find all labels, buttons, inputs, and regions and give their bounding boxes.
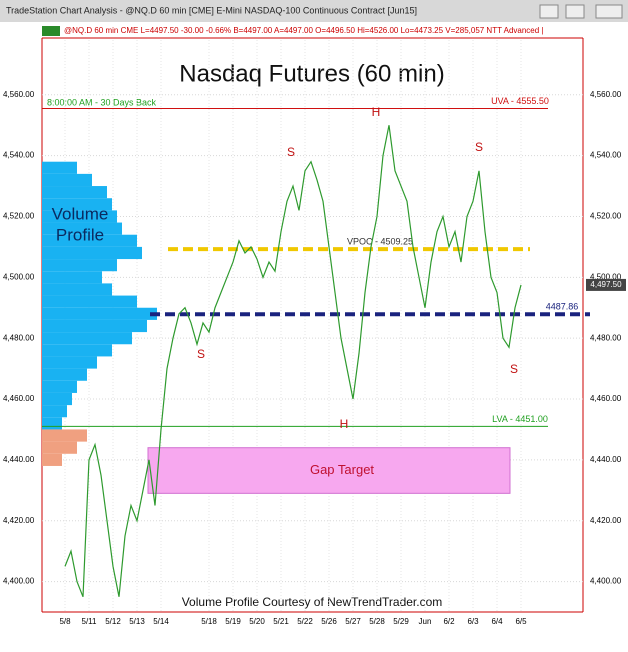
y-tick-label: 4,420.00 [590, 516, 622, 525]
profile-bar [42, 198, 112, 211]
x-tick-label: 5/21 [273, 617, 289, 626]
annotation: H [340, 417, 349, 431]
profile-bar [42, 246, 142, 260]
price-line [64, 125, 522, 598]
y-tick-label: 4,540.00 [590, 151, 622, 160]
profile-bar [42, 259, 117, 272]
profile-bar [42, 161, 77, 174]
x-tick-label: 5/27 [345, 617, 361, 626]
x-tick-label: 6/2 [443, 617, 455, 626]
gap-target [147, 447, 511, 494]
y-tick-label: 4,500.00 [590, 272, 622, 281]
x-tick-label: Jun [419, 617, 432, 626]
chart-title: Nasdaq Futures (60 min) [179, 60, 444, 87]
x-tick-label: 5/13 [129, 617, 145, 626]
profile-bar [42, 332, 132, 345]
y-tick-label: 4,420.00 [3, 516, 35, 525]
annotation: S [197, 347, 205, 361]
profile-bar [42, 429, 87, 442]
badge [42, 26, 60, 36]
x-tick-label: 5/29 [393, 617, 409, 626]
profile-bar [42, 344, 112, 357]
y-tick-label: 4,520.00 [3, 212, 35, 221]
x-tick-label: 6/4 [491, 617, 503, 626]
x-tick-label: 6/5 [515, 617, 527, 626]
x-tick-label: 5/26 [321, 617, 337, 626]
profile-bar [42, 186, 107, 199]
y-tick-label: 4,400.00 [590, 577, 622, 586]
gap-target-label: Gap Target [310, 462, 374, 477]
window-title: TradeStation Chart Analysis - @NQ.D 60 m… [6, 5, 417, 15]
profile-bar [42, 210, 117, 223]
last-price-box [586, 278, 626, 291]
x-tick-label: 5/20 [249, 617, 265, 626]
x-tick-label: 5/8 [59, 617, 71, 626]
annotation: S [287, 145, 295, 159]
y-tick-label: 4,480.00 [3, 333, 35, 342]
profile-bar [42, 283, 112, 296]
y-tick-label: 4,520.00 [590, 212, 622, 221]
x-tick-label: 5/11 [82, 617, 98, 626]
profile-bar [42, 417, 62, 430]
profile-bar [42, 368, 87, 381]
profile-bar [42, 356, 97, 369]
y-tick-label: 4,480.00 [590, 333, 622, 342]
y-tick-label: 4,500.00 [3, 272, 35, 281]
profile-bar [42, 392, 72, 406]
subtitle: 8:00:00 AM - 30 Days Back [47, 97, 157, 107]
x-tick-label: 6/3 [467, 617, 479, 626]
info-line: @NQ.D 60 min CME L=4497.50 -30.00 -0.66%… [64, 26, 544, 35]
x-tick-label: 5/28 [369, 617, 385, 626]
profile-bar [42, 222, 122, 235]
level-label: 4487.86 [546, 302, 579, 312]
close-button[interactable] [595, 4, 623, 19]
y-tick-label: 4,560.00 [3, 90, 35, 99]
x-tick-label: 5/12 [105, 617, 121, 626]
profile-bar [42, 307, 157, 320]
x-tick-label: 5/14 [153, 617, 169, 626]
x-tick-label: 5/19 [225, 617, 241, 626]
profile-bar [42, 295, 137, 308]
profile-bar [42, 405, 67, 418]
level-label: UVA - 4555.50 [491, 96, 549, 106]
x-tick-label: 5/22 [297, 617, 313, 626]
profile-title: Profile [56, 225, 104, 244]
button[interactable] [539, 4, 559, 19]
level-label: LVA - 4451.00 [492, 414, 548, 424]
title-bar [0, 0, 628, 22]
profile-bar [42, 319, 147, 333]
y-tick-label: 4,540.00 [3, 151, 35, 160]
y-tick-label: 4,460.00 [3, 394, 35, 403]
button[interactable] [565, 4, 585, 19]
y-tick-label: 4,560.00 [590, 90, 622, 99]
y-tick-label: 4,400.00 [3, 577, 35, 586]
profile-bar [42, 441, 77, 454]
footer: Volume Profile Courtesy of NewTrendTrade… [182, 595, 443, 609]
profile-bar [42, 173, 92, 187]
profile-bar [42, 271, 102, 284]
profile-bar [42, 380, 77, 393]
y-tick-label: 4,440.00 [3, 455, 35, 464]
annotation: H [372, 105, 381, 119]
profile-title: Volume [52, 204, 109, 223]
level-label: VPOC - 4509.25 [347, 237, 413, 247]
x-tick-label: 5/18 [201, 617, 217, 626]
y-tick-label: 4,440.00 [590, 455, 622, 464]
last-price-label: 4,497.50 [590, 280, 622, 289]
annotation: S [510, 362, 518, 376]
profile-bar [42, 234, 137, 247]
annotation: S [475, 140, 483, 154]
y-tick-label: 4,460.00 [590, 394, 622, 403]
profile-bar [42, 453, 62, 466]
